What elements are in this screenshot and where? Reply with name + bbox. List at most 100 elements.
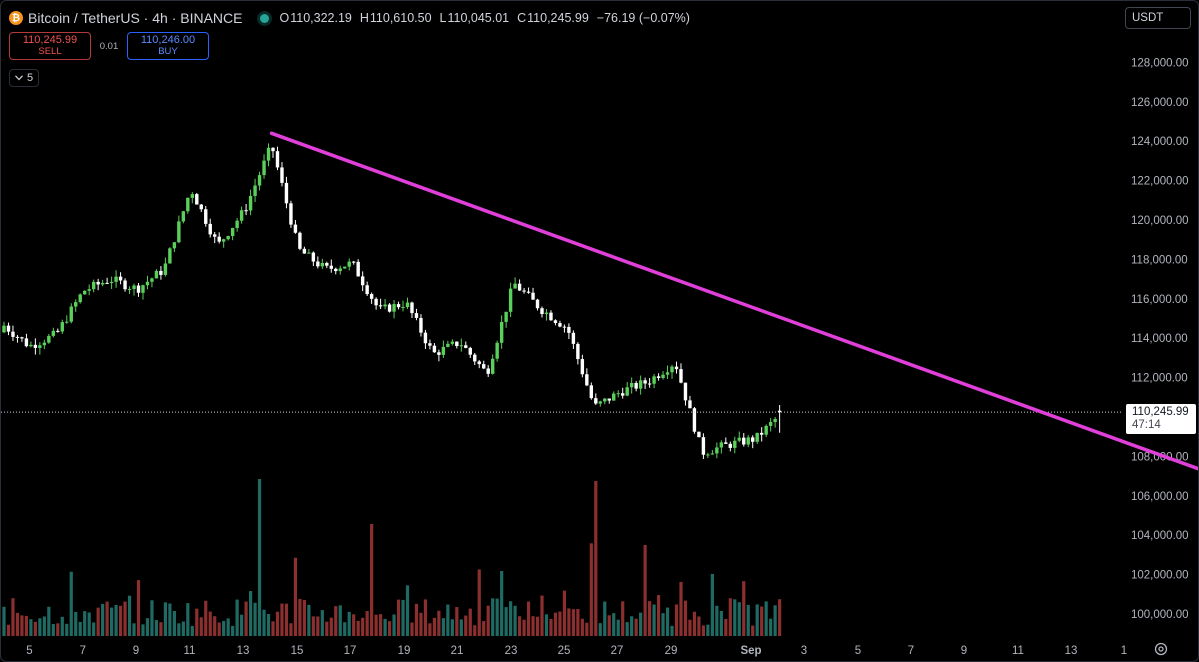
sell-button[interactable]: 110,245.99 SELL — [9, 32, 91, 60]
candle-down — [159, 270, 163, 275]
volume-bar-up — [101, 603, 105, 636]
symbol-title[interactable]: Bitcoin / TetherUS · 4h · BINANCE — [28, 10, 243, 26]
candle-up — [737, 437, 741, 441]
volume-bar-down — [594, 481, 598, 636]
volume-bar-down — [195, 608, 199, 636]
candle-down — [378, 305, 383, 307]
candle-up — [127, 288, 132, 290]
y-tick-label: 112,000.00 — [1131, 373, 1188, 385]
candle-up — [383, 304, 387, 307]
candle-down — [540, 308, 544, 315]
candle-down — [432, 345, 437, 353]
volume-bar-up — [240, 614, 244, 636]
volume-bar-up — [616, 619, 620, 636]
candle-down — [365, 285, 369, 295]
volume-bar-up — [150, 600, 154, 636]
candle-up — [42, 342, 47, 346]
candle-up — [746, 437, 750, 445]
volume-bar-up — [262, 609, 266, 636]
volume-bar-up — [2, 606, 6, 636]
candle-down — [244, 210, 248, 212]
volume-bar-down — [204, 600, 208, 636]
candle-up — [141, 285, 145, 293]
candle-up — [168, 248, 172, 264]
candle-down — [199, 204, 203, 210]
candle-up — [347, 261, 351, 267]
candle-down — [643, 380, 647, 384]
volume-bar-down — [208, 611, 212, 636]
volume-bar-down — [352, 614, 356, 636]
volume-bar-up — [87, 612, 91, 636]
volume-bar-down — [674, 604, 679, 636]
volume-bar-down — [571, 609, 575, 636]
volume-bar-up — [491, 598, 495, 636]
volume-bar-up — [383, 618, 387, 636]
candle-down — [701, 437, 706, 455]
candle-down — [428, 343, 432, 346]
candle-up — [338, 268, 342, 272]
volume-bar-down — [540, 595, 544, 636]
candle-down — [728, 443, 732, 448]
volume-bar-up — [114, 604, 118, 636]
volume-bar-up — [603, 601, 607, 636]
volume-bar-down — [365, 610, 369, 636]
volume-bar-down — [396, 599, 401, 636]
candle-down — [284, 182, 289, 204]
candle-down — [656, 376, 661, 378]
candle-up — [670, 366, 674, 373]
chevron-down-icon — [15, 75, 23, 81]
y-tick-label: 118,000.00 — [1131, 254, 1188, 266]
gear-icon[interactable] — [1153, 641, 1169, 657]
candle-down — [298, 232, 302, 249]
y-tick-label: 100,000.00 — [1131, 609, 1189, 621]
volume-bar-up — [773, 605, 777, 636]
volume-bar-down — [374, 614, 378, 636]
symbol-header: ₿ Bitcoin / TetherUS · 4h · BINANCE O110… — [9, 7, 690, 29]
volume-bar-up — [177, 623, 181, 636]
candle-down — [549, 312, 553, 321]
volume-bar-down — [302, 599, 306, 636]
currency-select[interactable]: USDT — [1125, 7, 1191, 29]
candle-down — [11, 331, 15, 337]
y-tick-label: 120,000.00 — [1131, 215, 1189, 227]
candle-up — [51, 330, 56, 336]
candle-down — [562, 326, 567, 328]
volume-bar-up — [110, 607, 114, 636]
candle-up — [612, 393, 616, 401]
candle-up — [459, 345, 463, 347]
trade-panel: 110,245.99 SELL 0.01 110,246.00 BUY — [9, 32, 209, 60]
volume-bar-up — [630, 616, 634, 636]
volume-bar-up — [338, 605, 342, 636]
volume-bar-down — [468, 608, 472, 636]
candle-down — [647, 383, 652, 385]
volume-bar-down — [56, 623, 60, 636]
candle-down — [195, 194, 199, 205]
volume-bar-down — [325, 621, 329, 636]
candle-down — [724, 442, 728, 444]
candle-up — [114, 276, 118, 282]
volume-bar-down — [311, 616, 315, 636]
candle-up — [257, 175, 262, 186]
volume-bar-down — [414, 603, 419, 636]
volume-bar-up — [706, 624, 710, 636]
x-tick-label: 9 — [133, 645, 139, 657]
candle-up — [100, 282, 105, 285]
volume-bar-down — [432, 617, 436, 636]
candle-up — [733, 440, 737, 448]
candle-down — [369, 294, 374, 299]
volume-bar-down — [724, 618, 728, 636]
spread-value: 0.01 — [99, 40, 119, 52]
volume-bar-down — [634, 618, 638, 636]
indicators-toggle-button[interactable]: 5 — [9, 69, 39, 87]
x-tick-label: 13 — [237, 645, 250, 657]
candle-down — [679, 369, 683, 383]
volume-bar-down — [607, 615, 611, 636]
candle-up — [163, 263, 168, 275]
buy-button[interactable]: 110,246.00 BUY — [127, 32, 209, 60]
volume-bar-down — [293, 557, 298, 636]
volume-bar-down — [589, 543, 593, 636]
candle-up — [446, 343, 450, 347]
volume-bar-down — [244, 601, 248, 636]
volume-bar-up — [598, 623, 602, 636]
